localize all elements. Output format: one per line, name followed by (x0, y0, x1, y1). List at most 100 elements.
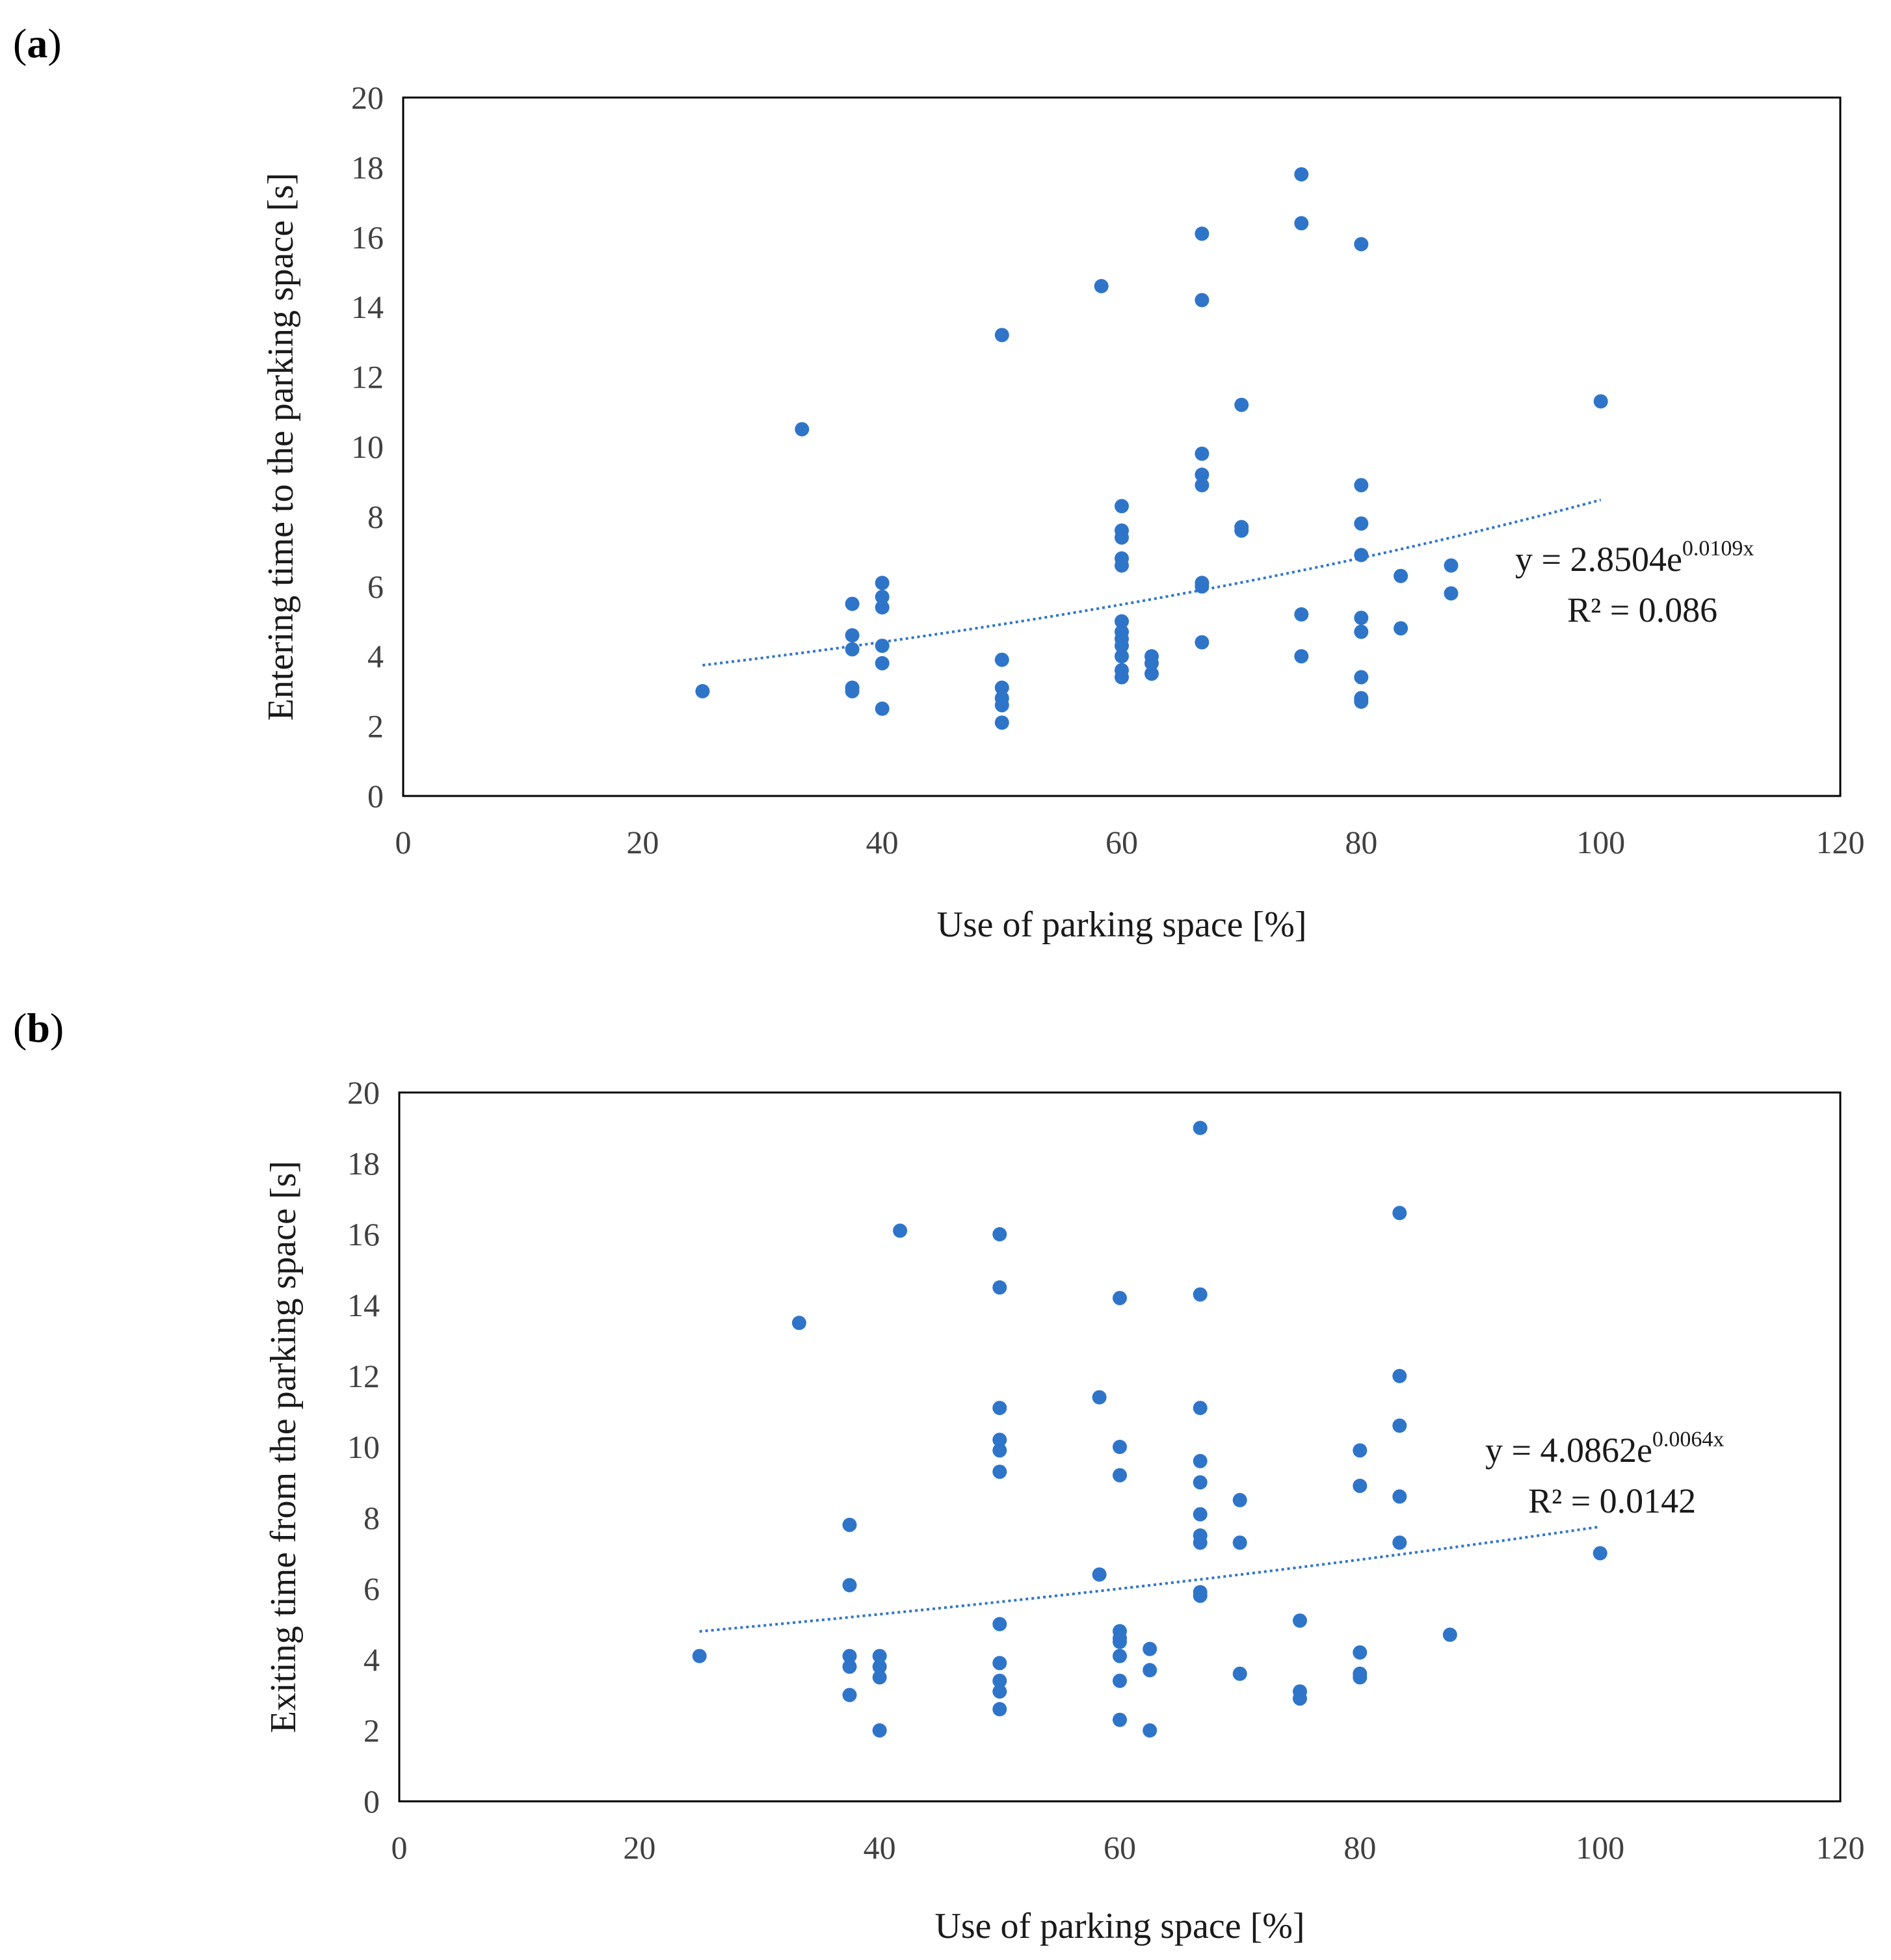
panel-a-x-tick-2: 40 (866, 824, 899, 860)
panel-b-point-38 (1193, 1287, 1208, 1302)
panel-b-point-55 (1353, 1645, 1368, 1660)
panel-a-point-2 (845, 596, 860, 611)
panel-b-point-15 (992, 1433, 1007, 1448)
panel-a-point-47 (1294, 216, 1309, 231)
panel-b-point-12 (992, 1227, 1007, 1241)
panel-b-equation-base: y = 4.0862e (1485, 1431, 1652, 1470)
panel-a-point-37 (1195, 446, 1210, 461)
panel-b-y-tick-6: 12 (347, 1358, 380, 1394)
panel-b-point-19 (992, 1656, 1007, 1671)
panel-a-trend-equation: y = 2.8504e0.0109x (1515, 536, 1754, 579)
panel-a-point-60 (1394, 621, 1408, 636)
panel-a-point-9 (875, 600, 890, 615)
panel-b-point-42 (1193, 1507, 1208, 1522)
panel-a-point-42 (1195, 635, 1210, 650)
panel-b-point-35 (1143, 1663, 1157, 1678)
panel-b-y-tick-2: 4 (364, 1641, 380, 1678)
panel-b-point-52 (1293, 1691, 1307, 1706)
panel-b-r2-label: R² = 0.0142 (1528, 1481, 1696, 1520)
panel-b-point-30 (1113, 1634, 1127, 1649)
panel-a-point-7 (875, 576, 890, 590)
panel-b-point-10 (872, 1723, 887, 1738)
panel-b-y-tick-8: 16 (347, 1216, 380, 1252)
panel-b-y-tick-9: 18 (347, 1145, 380, 1182)
panel-b-trendline (699, 1525, 1600, 1633)
panel-a-y-tick-3: 6 (367, 568, 384, 605)
panel-a-point-35 (1195, 226, 1210, 241)
panel-b-point-53 (1353, 1443, 1368, 1458)
panel-a-point-19 (1094, 279, 1109, 293)
panel-b: (b) 0 2 4 6 8 10 12 14 16 18 20 0 20 40 60 80 100 120 y … (13, 1005, 1865, 1946)
panel-a-point-0 (695, 683, 710, 698)
panel-a-point-56 (1354, 670, 1369, 685)
panel-a-point-51 (1354, 478, 1369, 493)
panel-b-x-tick-1: 20 (623, 1829, 655, 1866)
panel-a-x-tick-1: 20 (626, 824, 659, 860)
panel-a-label: (a) (13, 20, 62, 66)
panel-b-point-36 (1143, 1723, 1157, 1738)
panel-a: (a) 0 2 4 6 8 10 12 14 16 18 20 0 20 40 60 80 100 120 y … (13, 20, 1865, 945)
panel-b-point-60 (1392, 1418, 1407, 1433)
panel-a-point-18 (994, 715, 1009, 730)
panel-b-point-27 (1113, 1468, 1127, 1483)
panel-a-x-tick-6: 120 (1816, 824, 1865, 860)
panel-b-y-tick-3: 6 (364, 1570, 380, 1607)
panel-a-y-tick-9: 18 (351, 149, 384, 185)
panel-a-point-48 (1294, 607, 1309, 622)
panel-a-equation-base: y = 2.8504e (1515, 540, 1682, 579)
panel-b-point-24 (1092, 1567, 1107, 1582)
panel-b-y-tick-10: 20 (347, 1074, 380, 1111)
panel-b-label: (b) (13, 1005, 64, 1051)
panel-a-point-61 (1444, 558, 1459, 573)
panel-a-point-25 (1115, 614, 1129, 629)
panel-b-point-49 (1232, 1666, 1247, 1681)
panel-b-y-tick-7: 14 (347, 1287, 380, 1323)
panel-b-point-9 (872, 1670, 887, 1685)
panel-a-point-3 (845, 628, 860, 642)
panel-a-x-tick-4: 80 (1345, 824, 1377, 860)
panel-b-y-axis-title: Exiting time from the parking space [s] (263, 1161, 304, 1733)
panel-b-x-tick-labels: 0 20 40 60 80 100 120 (391, 1829, 1865, 1866)
panel-b-x-tick-2: 40 (864, 1829, 896, 1866)
panel-b-point-40 (1193, 1453, 1208, 1468)
panel-b-point-62 (1392, 1535, 1407, 1550)
panel-a-point-14 (994, 652, 1009, 667)
panel-b-x-axis-title: Use of parking space [%] (934, 1906, 1304, 1946)
panel-b-point-37 (1193, 1120, 1208, 1135)
panel-a-point-63 (1593, 394, 1608, 409)
panel-a-r2-label: R² = 0.086 (1567, 590, 1717, 629)
panel-b-point-46 (1193, 1588, 1208, 1603)
panel-a-point-59 (1394, 568, 1408, 583)
panel-b-point-21 (992, 1684, 1007, 1699)
panel-a-point-50 (1354, 237, 1369, 252)
panel-b-point-5 (842, 1659, 857, 1674)
panel-b-point-39 (1193, 1401, 1208, 1416)
panel-b-letter: b (27, 1005, 50, 1051)
panel-b-point-1 (791, 1316, 806, 1331)
panel-a-point-22 (1115, 530, 1129, 545)
panel-b-points (692, 1120, 1607, 1738)
panel-a-point-4 (845, 642, 860, 657)
panel-a-point-53 (1354, 548, 1369, 563)
panel-b-point-8 (872, 1659, 887, 1674)
panel-b-point-3 (842, 1578, 857, 1593)
panel-b-y-tick-1: 2 (364, 1712, 380, 1749)
panel-b-point-13 (992, 1280, 1007, 1295)
panel-a-equation-exponent: 0.0109x (1682, 536, 1754, 561)
panel-b-point-2 (842, 1517, 857, 1532)
panel-a-point-34 (1144, 667, 1159, 681)
panel-a-point-36 (1195, 293, 1210, 308)
panel-b-point-58 (1392, 1206, 1407, 1221)
panel-a-y-tick-4: 8 (367, 498, 384, 535)
panel-a-point-24 (1115, 558, 1129, 573)
panel-b-point-14 (992, 1401, 1007, 1416)
panel-b-point-31 (1113, 1649, 1127, 1663)
panel-b-point-48 (1232, 1535, 1247, 1550)
panel-a-y-tick-10: 20 (351, 79, 384, 116)
panel-a-y-tick-2: 4 (367, 638, 384, 674)
panel-a-point-41 (1195, 579, 1210, 594)
panel-b-x-tick-6: 120 (1816, 1829, 1865, 1866)
panel-a-point-10 (875, 639, 890, 654)
panel-a-point-13 (994, 328, 1009, 343)
panel-b-point-11 (893, 1223, 908, 1238)
